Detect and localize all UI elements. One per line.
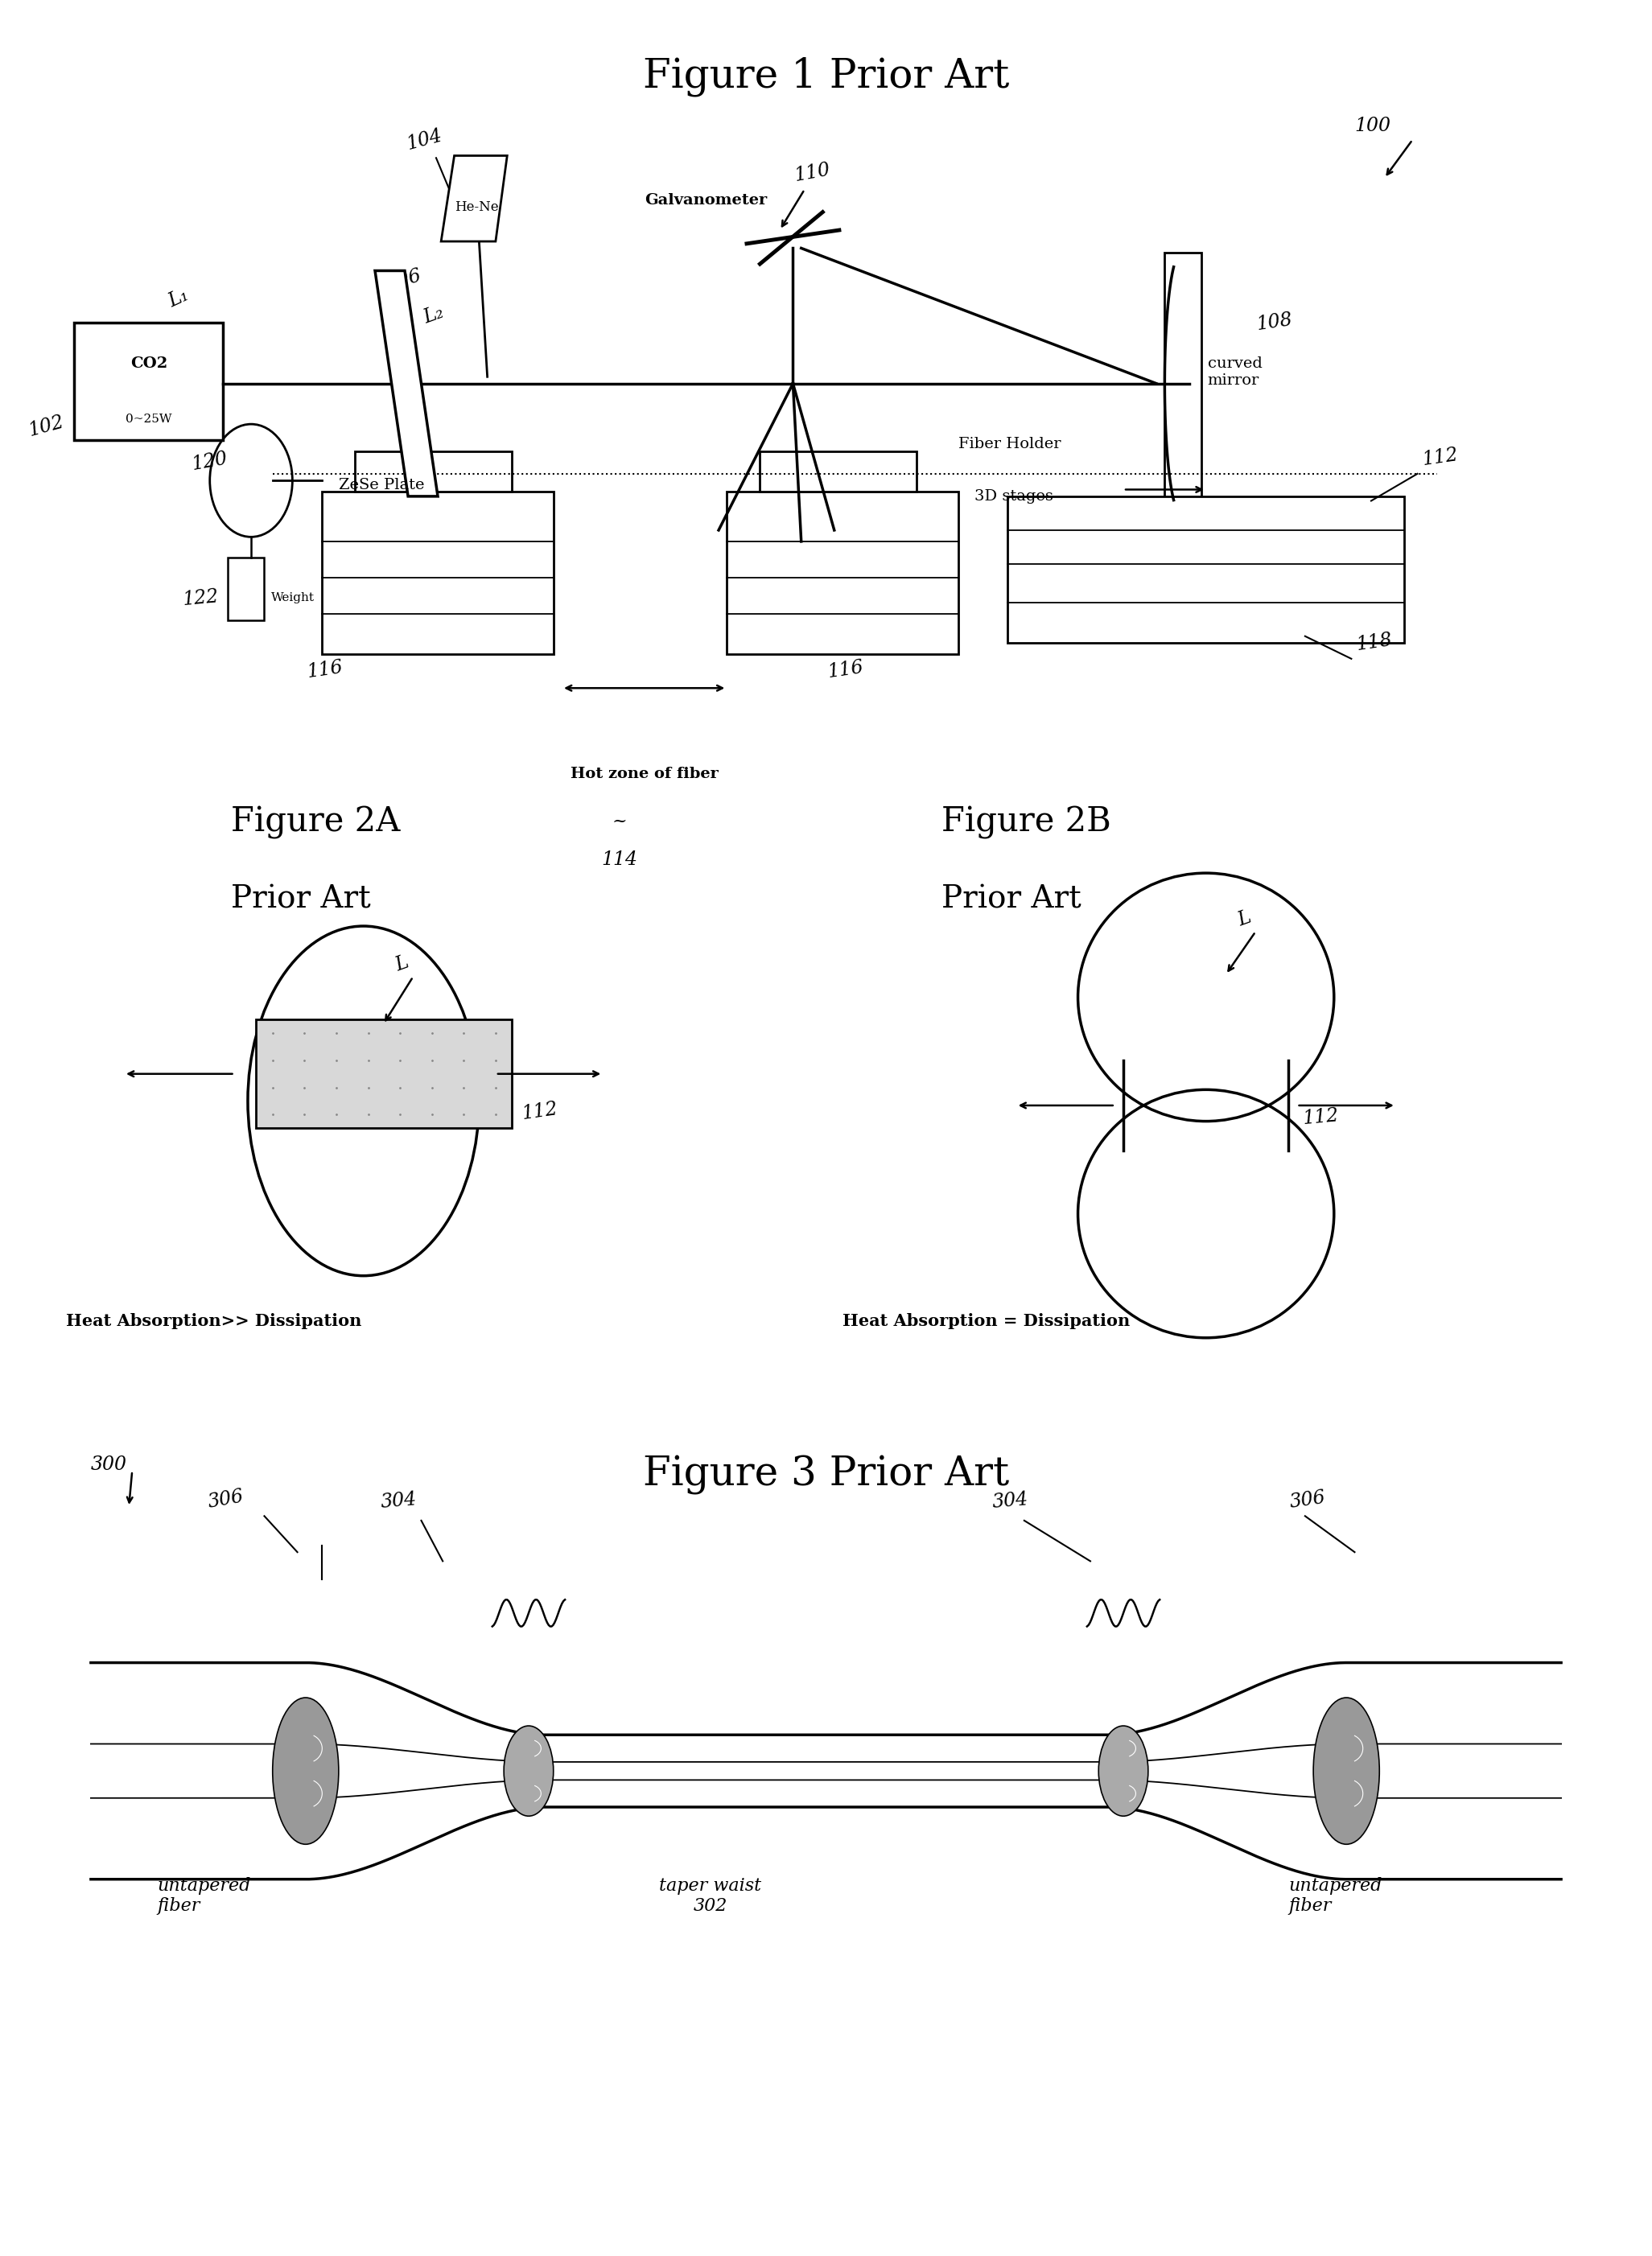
Text: Figure 2A: Figure 2A	[231, 805, 400, 839]
Text: Prior Art: Prior Art	[942, 884, 1082, 914]
Bar	[322, 492, 553, 654]
Text: L: L	[393, 952, 411, 975]
Text: 304: 304	[380, 1489, 418, 1512]
Text: 108: 108	[1256, 311, 1294, 334]
Text: 306: 306	[206, 1487, 246, 1512]
Text: L: L	[1236, 907, 1254, 929]
Text: 122: 122	[182, 587, 220, 609]
Text: L₁: L₁	[165, 287, 192, 311]
Text: 304: 304	[991, 1489, 1029, 1512]
Text: 112: 112	[1302, 1105, 1340, 1128]
Text: Figure 3 Prior Art: Figure 3 Prior Art	[643, 1455, 1009, 1496]
Text: Fiber Holder: Fiber Holder	[958, 438, 1061, 451]
Text: 300: 300	[91, 1455, 127, 1473]
Bar	[1165, 253, 1201, 514]
Bar	[1008, 496, 1404, 643]
Text: Weight: Weight	[271, 593, 314, 602]
Ellipse shape	[504, 1726, 553, 1816]
Text: ~: ~	[611, 812, 628, 830]
Text: 3D stages: 3D stages	[975, 490, 1054, 503]
Text: 100: 100	[1355, 117, 1391, 135]
Polygon shape	[375, 271, 438, 496]
Text: ZeSe Plate: ZeSe Plate	[339, 478, 425, 492]
Text: 0~25W: 0~25W	[126, 413, 172, 424]
Text: untapered
fiber: untapered fiber	[157, 1877, 251, 1915]
Text: 104: 104	[405, 126, 444, 153]
Text: L₂: L₂	[421, 302, 446, 327]
Text: taper waist
302: taper waist 302	[659, 1877, 762, 1915]
Text: 306: 306	[1289, 1489, 1327, 1512]
Text: He-Ne: He-Ne	[454, 201, 499, 214]
Text: CO2: CO2	[131, 356, 167, 370]
Text: 106: 106	[383, 266, 423, 293]
Text: 118: 118	[1355, 632, 1393, 654]
Text: 114: 114	[601, 851, 638, 869]
Text: Heat Absorption = Dissipation: Heat Absorption = Dissipation	[843, 1313, 1130, 1329]
Ellipse shape	[1313, 1697, 1379, 1845]
Bar	[256, 1020, 512, 1128]
Bar	[228, 557, 264, 620]
Text: Prior Art: Prior Art	[231, 884, 372, 914]
Text: 110: 110	[793, 160, 833, 185]
Text: Heat Absorption>> Dissipation: Heat Absorption>> Dissipation	[66, 1313, 362, 1329]
Text: 116: 116	[306, 659, 344, 681]
Text: curved
mirror: curved mirror	[1208, 356, 1262, 388]
Text: Figure 2B: Figure 2B	[942, 805, 1112, 839]
Text: untapered
fiber: untapered fiber	[1289, 1877, 1383, 1915]
Bar	[74, 323, 223, 440]
Polygon shape	[441, 156, 507, 241]
Text: Hot zone of fiber: Hot zone of fiber	[570, 767, 719, 781]
Ellipse shape	[273, 1697, 339, 1845]
Bar	[355, 451, 512, 492]
Bar	[760, 451, 917, 492]
Ellipse shape	[1099, 1726, 1148, 1816]
Text: 120: 120	[190, 449, 230, 474]
Text: 116: 116	[826, 659, 864, 681]
Text: Galvanometer: Galvanometer	[644, 194, 767, 208]
Text: 112: 112	[520, 1101, 558, 1123]
Bar	[727, 492, 958, 654]
Text: Figure 1 Prior Art: Figure 1 Prior Art	[643, 56, 1009, 97]
Text: 112: 112	[1421, 447, 1459, 469]
Text: 102: 102	[26, 413, 66, 440]
